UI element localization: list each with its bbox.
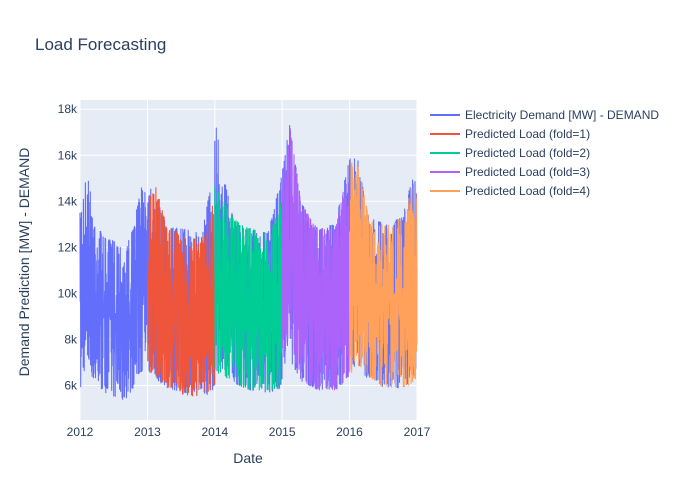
series-line-2 <box>214 185 283 391</box>
y-tick-label: 8k <box>64 332 78 346</box>
y-tick-label: 18k <box>58 102 78 116</box>
y-axis-ticks: 6k 8k 10k 12k 14k 16k 18k <box>58 102 78 392</box>
series-layer <box>79 125 418 400</box>
x-tick-label: 2017 <box>404 425 431 439</box>
legend-label: Predicted Load (fold=2) <box>465 146 590 160</box>
x-axis-ticks: 2012 2013 2014 2015 2016 2017 <box>67 425 431 439</box>
x-tick-label: 2015 <box>269 425 296 439</box>
series-line-3 <box>281 130 351 391</box>
series-line-4 <box>348 162 418 388</box>
legend-item-0[interactable]: Electricity Demand [MW] - DEMAND <box>430 108 659 122</box>
x-axis-title: Date <box>233 450 263 466</box>
legend-label: Electricity Demand [MW] - DEMAND <box>465 108 659 122</box>
y-tick-label: 10k <box>58 286 78 300</box>
legend-item-2[interactable]: Predicted Load (fold=2) <box>430 146 590 160</box>
legend-item-3[interactable]: Predicted Load (fold=3) <box>430 165 590 179</box>
legend-label: Predicted Load (fold=3) <box>465 165 590 179</box>
x-tick-label: 2016 <box>336 425 363 439</box>
legend-item-4[interactable]: Predicted Load (fold=4) <box>430 184 590 198</box>
y-tick-label: 14k <box>58 194 78 208</box>
x-tick-label: 2014 <box>201 425 228 439</box>
series-line-1 <box>146 187 216 397</box>
x-tick-label: 2012 <box>67 425 94 439</box>
chart-title: Load Forecasting <box>35 35 166 54</box>
legend-label: Predicted Load (fold=1) <box>465 127 590 141</box>
legend[interactable]: Electricity Demand [MW] - DEMAND Predicte… <box>430 108 659 198</box>
y-axis-title: Demand Prediction [MW] - DEMAND <box>16 148 32 377</box>
legend-item-1[interactable]: Predicted Load (fold=1) <box>430 127 590 141</box>
y-tick-label: 16k <box>58 148 78 162</box>
y-tick-label: 12k <box>58 240 78 254</box>
y-tick-label: 6k <box>64 378 78 392</box>
legend-label: Predicted Load (fold=4) <box>465 184 590 198</box>
x-tick-label: 2013 <box>134 425 161 439</box>
